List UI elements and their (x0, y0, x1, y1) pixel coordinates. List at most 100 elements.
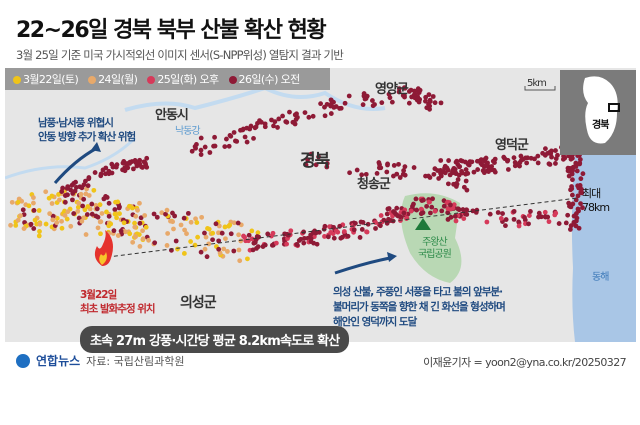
fire-detection-dot (563, 220, 569, 226)
fire-detection-dot (328, 229, 334, 235)
fire-detection-dot (430, 94, 436, 99)
fire-detection-dot (182, 227, 187, 233)
fire-detection-dot (486, 169, 491, 174)
fire-detection-dot (562, 155, 568, 161)
fire-detection-dot (60, 185, 66, 191)
fire-detection-dot (81, 196, 87, 202)
fire-detection-dot (216, 246, 222, 252)
legend-dot (147, 76, 156, 84)
fire-detection-dot (400, 171, 406, 177)
fire-detection-dot (207, 150, 213, 155)
fire-detection-dot (163, 211, 168, 217)
fire-detection-dot (578, 201, 583, 207)
fire-detection-dot (287, 109, 292, 115)
fire-detection-dot (301, 240, 307, 246)
caption-bubble: 초속 27m 강풍·시간당 평균 8.2km속도로 확산 (80, 326, 350, 353)
fire-detection-dot (223, 236, 228, 242)
fire-detection-dot (377, 223, 383, 229)
fire-detection-dot (418, 206, 424, 212)
fire-detection-dot (573, 223, 579, 229)
fire-detection-dot (228, 231, 234, 237)
fire-detection-dot (324, 164, 330, 170)
fire-detection-dot (83, 232, 89, 237)
fire-detection-dot (50, 213, 56, 219)
fire-detection-dot (256, 234, 262, 240)
fire-detection-dot (331, 99, 336, 105)
source-text: 자료: 국립산림과학원 (86, 354, 185, 368)
fire-detection-dot (363, 96, 369, 101)
fire-detection-dot (159, 210, 165, 216)
fire-detection-dot (139, 164, 144, 170)
fire-detection-dot (242, 234, 247, 240)
fire-detection-dot (553, 156, 559, 162)
fire-detection-dot (95, 225, 101, 231)
fire-detection-dot (505, 167, 511, 172)
fire-detection-dot (428, 210, 433, 216)
fire-detection-dot (352, 220, 358, 226)
fire-detection-dot (316, 154, 321, 160)
fire-detection-dot (72, 188, 78, 194)
fire-detection-dot (212, 143, 218, 149)
fire-detection-dot (113, 163, 119, 169)
fire-detection-dot (448, 202, 453, 208)
fire-detection-dot (456, 207, 462, 213)
fire-detection-dot (328, 111, 334, 116)
fire-detection-dot (525, 155, 530, 161)
fire-detection-dot (459, 168, 464, 174)
fire-detection-dot (305, 157, 311, 163)
fire-detection-dot (524, 160, 530, 166)
fire-detection-dot (565, 212, 571, 218)
fire-detection-dot (50, 217, 56, 223)
fire-detection-dot (198, 135, 204, 141)
fire-detection-dot (386, 91, 392, 97)
fire-detection-dot (322, 104, 327, 110)
fire-detection-dot (518, 153, 524, 159)
fire-detection-dot (394, 205, 400, 211)
fire-detection-dot (516, 223, 522, 229)
fire-detection-dot (451, 181, 456, 187)
fire-detection-dot (412, 92, 418, 97)
fire-detection-dot (483, 155, 489, 161)
fire-detection-dot (376, 165, 382, 171)
fire-detection-dot (92, 170, 98, 175)
fire-detection-dot (245, 256, 250, 262)
fire-detection-dot (412, 88, 417, 94)
fire-detection-dot (273, 240, 279, 246)
fire-detection-dot (542, 152, 548, 158)
fire-detection-dot (471, 169, 477, 175)
fire-detection-dot (308, 239, 314, 244)
fire-detection-dot (59, 225, 65, 231)
subtitle: 3월 25일 기준 미국 가시적외선 이미지 센서(S-NPP위성) 열탐지 결… (16, 48, 344, 62)
fire-detection-dot (132, 224, 138, 230)
fire-detection-dot (85, 183, 91, 189)
fire-detection-dot (112, 207, 118, 212)
fire-detection-dot (242, 134, 248, 140)
fire-detection-dot (71, 211, 77, 216)
fire-detection-dot (137, 243, 143, 249)
fire-detection-dot (178, 222, 184, 228)
fire-detection-dot (133, 213, 139, 219)
fire-detection-dot (103, 171, 108, 177)
fire-detection-dot (269, 242, 275, 248)
fire-detection-dot (188, 239, 194, 244)
fire-detection-dot (463, 167, 469, 172)
fire-detection-dot (121, 220, 127, 226)
fire-detection-dot (432, 208, 438, 214)
fire-detection-dot (372, 102, 377, 107)
fire-detection-dot (536, 210, 542, 216)
fire-detection-dot (138, 215, 144, 221)
fire-detection-dot (91, 187, 97, 193)
inset-highlight (608, 103, 620, 112)
fire-detection-dot (198, 249, 204, 255)
fire-detection-dot (409, 94, 415, 100)
fire-detection-dot (519, 157, 524, 163)
fire-detection-dot (438, 100, 444, 106)
fire-detection-dot (556, 221, 562, 226)
fire-detection-dot (284, 119, 290, 125)
fire-detection-dot (164, 207, 170, 213)
fire-detection-dot (133, 160, 139, 166)
fire-detection-dot (365, 221, 371, 227)
fire-detection-dot (386, 206, 392, 211)
fire-detection-dot (129, 159, 135, 164)
andong-risk-note: 남풍·남서풍 위협시 안동 방향 추가 확산 위험 (38, 117, 136, 143)
